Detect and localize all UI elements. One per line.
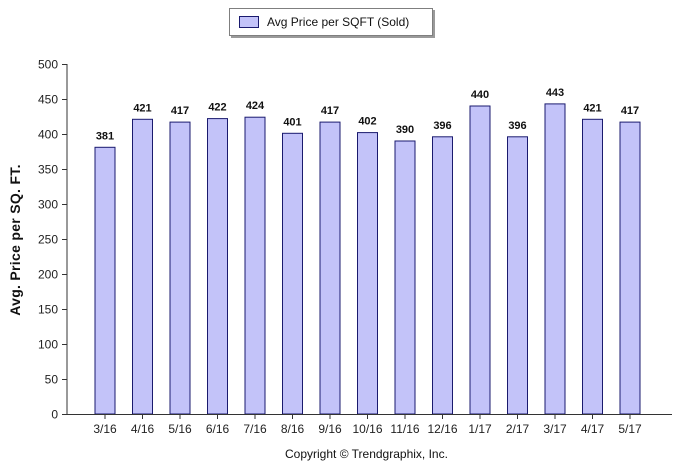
y-tick-label: 350 [38, 163, 58, 177]
bar [244, 116, 266, 415]
bar [207, 118, 228, 415]
bar [432, 136, 453, 415]
x-tick-label: 11/16 [390, 422, 419, 436]
bar-value-label: 417 [621, 105, 639, 117]
copyright-text: Copyright © Trendgraphix, Inc. [285, 447, 448, 461]
bar [469, 105, 491, 415]
y-tick-label: 300 [38, 198, 58, 212]
bar [282, 132, 303, 415]
legend-label: Avg Price per SQFT (Sold) [267, 15, 410, 29]
y-axis: 0 50 100 150 200 250 300 350 400 450 500 [38, 58, 68, 422]
x-tick-label: 8/16 [281, 422, 305, 436]
bar-value-label: 424 [246, 100, 265, 112]
x-tick-label: 4/16 [131, 422, 155, 436]
bar-value-label: 390 [396, 124, 414, 136]
bar-value-label: 421 [133, 102, 151, 114]
x-tick-label: 12/16 [427, 422, 457, 436]
bar [132, 118, 153, 415]
y-tick-label: 0 [51, 408, 58, 422]
bar [357, 132, 378, 415]
x-tick-label: 5/16 [168, 422, 192, 436]
x-tick-label: 4/17 [581, 422, 605, 436]
bars: 381 421 417 422 424 401 417 402 390 396 440 396 443 4… [94, 87, 641, 415]
bar-value-label: 417 [321, 105, 339, 117]
bar [169, 121, 191, 415]
x-tick-label: 6/16 [206, 422, 230, 436]
bar [582, 118, 603, 415]
bar-value-label: 440 [471, 89, 489, 101]
bar-value-label: 443 [546, 87, 564, 99]
bar-value-label: 421 [583, 102, 601, 114]
y-tick-label: 400 [38, 128, 58, 142]
x-tick-label: 9/16 [318, 422, 342, 436]
bar-value-label: 401 [283, 116, 301, 128]
x-tick-label: 1/17 [468, 422, 492, 436]
x-tick-label: 3/16 [93, 422, 117, 436]
bar [94, 146, 116, 415]
bar [319, 121, 341, 415]
x-tick-label: 2/17 [506, 422, 530, 436]
y-tick-label: 50 [45, 373, 59, 387]
y-tick-label: 150 [38, 303, 58, 317]
bar [619, 121, 641, 415]
legend-swatch [239, 16, 259, 28]
bar-value-label: 422 [208, 102, 226, 114]
y-tick-label: 500 [38, 58, 58, 72]
y-tick-label: 200 [38, 268, 58, 282]
y-axis-title: Avg. Price per SQ. FT. [7, 164, 23, 316]
x-tick-label: 5/17 [618, 422, 642, 436]
legend: Avg Price per SQFT (Sold) [229, 8, 433, 36]
x-axis: 3/16 4/16 5/16 6/16 7/16 8/16 9/16 10/16 11/16 12… [67, 414, 672, 436]
bar [394, 140, 416, 415]
y-tick-label: 100 [38, 338, 58, 352]
bar-value-label: 402 [358, 116, 376, 128]
bar-value-label: 396 [433, 120, 451, 132]
bar-value-label: 417 [171, 105, 189, 117]
bar-value-label: 396 [508, 120, 526, 132]
x-tick-label: 10/16 [352, 422, 382, 436]
bar [544, 103, 566, 415]
y-tick-label: 450 [38, 93, 58, 107]
x-tick-label: 7/16 [243, 422, 267, 436]
bar [507, 136, 528, 415]
bar-value-label: 381 [96, 130, 114, 142]
y-tick-label: 250 [38, 233, 58, 247]
x-tick-label: 3/17 [543, 422, 567, 436]
